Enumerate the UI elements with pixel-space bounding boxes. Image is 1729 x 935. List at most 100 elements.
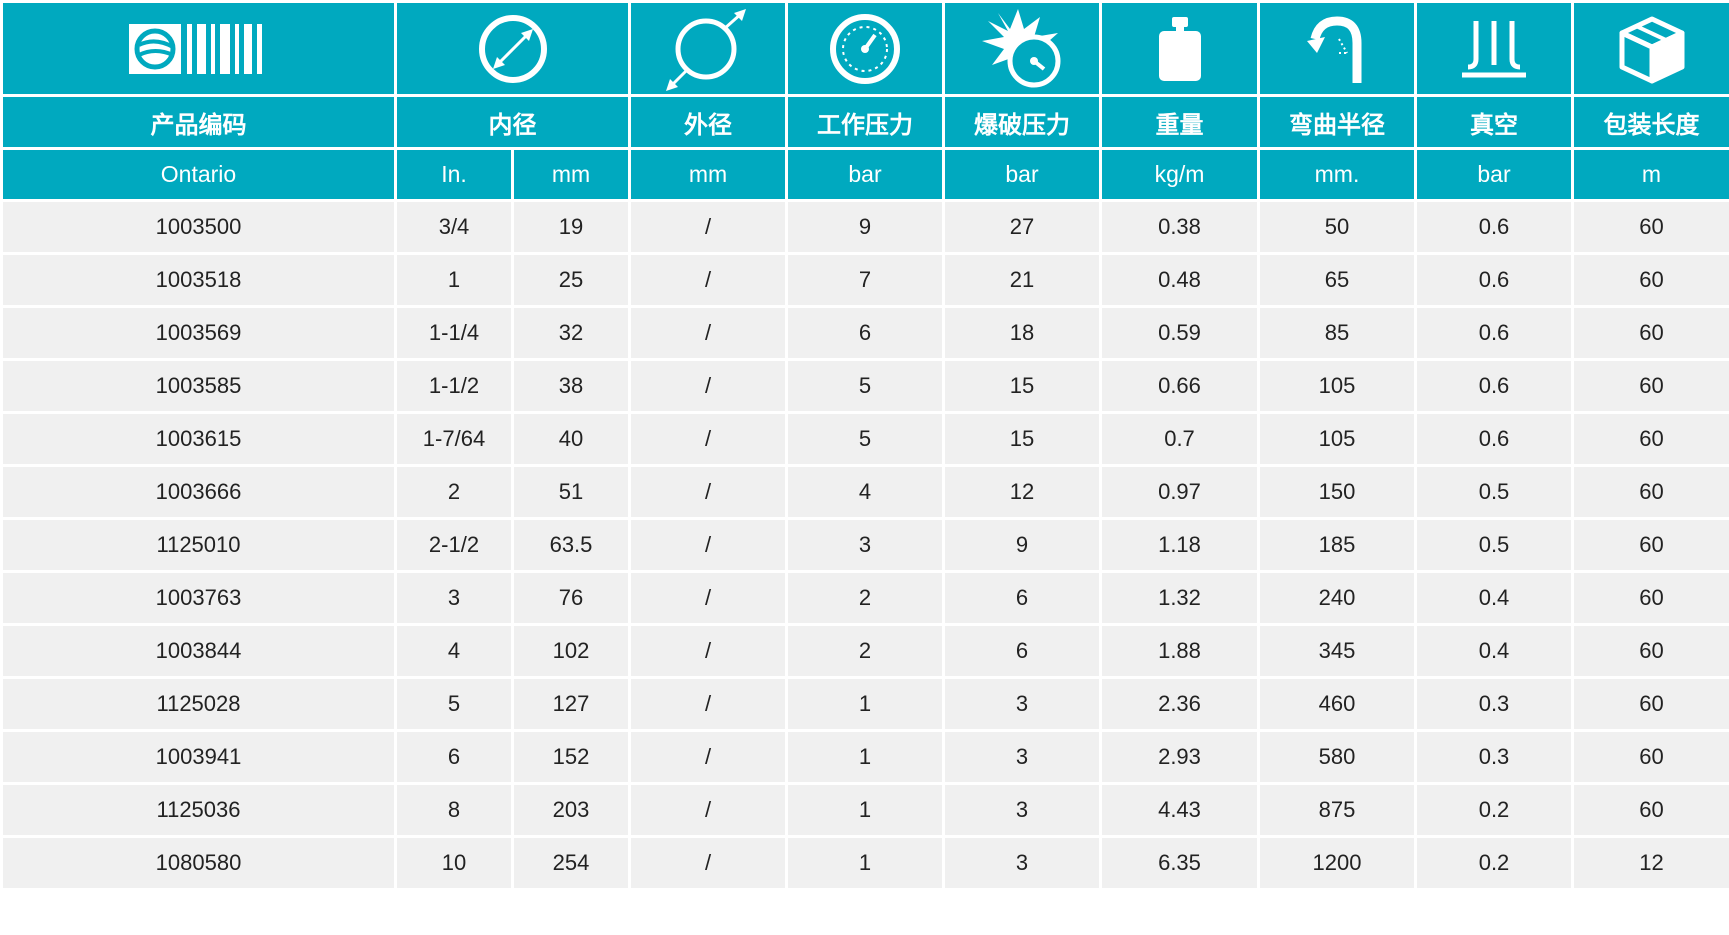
unit-inner-mm: mm	[511, 147, 631, 202]
cell-outer-mm: /	[628, 305, 788, 361]
table-row: 1003763 3 76/2 6 1.32 240 0.4 60	[0, 570, 1729, 626]
brand-logo-icon	[128, 23, 262, 74]
cell-bend-radius: 240	[1257, 570, 1417, 626]
cell-outer-mm: /	[628, 358, 788, 414]
cell-inner-in: 4	[394, 623, 514, 679]
cell-vacuum: 0.3	[1414, 676, 1574, 732]
table-row: 1003844 4 102/2 6 1.88 345 0.4 60	[0, 623, 1729, 679]
table-row: 1003666 2 51/4 12 0.97 150 0.5 60	[0, 464, 1729, 520]
cell-package-length: 60	[1571, 305, 1729, 361]
cell-outer-mm: /	[628, 517, 788, 573]
cell-outer-mm: /	[628, 729, 788, 785]
unit-inner-in: In.	[394, 147, 514, 202]
cell-burst-pressure: 12	[942, 464, 1102, 520]
cell-vacuum: 0.2	[1414, 835, 1574, 891]
working-pressure-icon-cell	[785, 0, 945, 97]
cell-working-pressure: 1	[785, 835, 945, 891]
cell-vacuum: 0.6	[1414, 358, 1574, 414]
unit-weight: kg/m	[1099, 147, 1260, 202]
unit-row: Ontario In. mm mm bar bar kg/m mm. bar m	[0, 147, 1729, 202]
cell-outer-mm: /	[628, 252, 788, 308]
cell-working-pressure: 1	[785, 729, 945, 785]
cell-vacuum: 0.6	[1414, 305, 1574, 361]
cell-vacuum: 0.6	[1414, 199, 1574, 255]
cell-package-length: 60	[1571, 199, 1729, 255]
cell-weight: 0.38	[1099, 199, 1260, 255]
unit-burst-pressure: bar	[942, 147, 1102, 202]
icon-row	[0, 0, 1729, 97]
header-vacuum: 真空	[1414, 94, 1574, 150]
cell-weight: 1.88	[1099, 623, 1260, 679]
cell-bend-radius: 105	[1257, 358, 1417, 414]
cell-code: 1003844	[0, 623, 397, 679]
cell-working-pressure: 5	[785, 358, 945, 414]
table-row: 1003615 1-7/64 40/5 15 0.7 105 0.6 60	[0, 411, 1729, 467]
cell-vacuum: 0.6	[1414, 252, 1574, 308]
pressure-gauge-icon	[830, 13, 900, 84]
unit-package-length: m	[1571, 147, 1729, 202]
cell-burst-pressure: 15	[942, 411, 1102, 467]
unit-bend-radius: mm.	[1257, 147, 1417, 202]
unit-outer-mm: mm	[628, 147, 788, 202]
bend-radius-icon-cell	[1257, 0, 1417, 97]
cell-inner-mm: 51	[511, 464, 631, 520]
cell-code: 1003569	[0, 305, 397, 361]
cell-vacuum: 0.2	[1414, 782, 1574, 838]
cell-inner-in: 1-1/2	[394, 358, 514, 414]
cell-weight: 0.59	[1099, 305, 1260, 361]
cell-code: 1003666	[0, 464, 397, 520]
cell-burst-pressure: 3	[942, 782, 1102, 838]
cell-outer-mm: /	[628, 411, 788, 467]
cell-code: 1003518	[0, 252, 397, 308]
cell-inner-in: 8	[394, 782, 514, 838]
unit-working-pressure: bar	[785, 147, 945, 202]
cell-weight: 0.7	[1099, 411, 1260, 467]
data-body: 1003500 3/4 19/9 27 0.38 50 0.6 60 1003518 1 25/7 2…	[0, 199, 1729, 891]
cell-inner-in: 6	[394, 729, 514, 785]
cell-inner-mm: 152	[511, 729, 631, 785]
cell-weight: 4.43	[1099, 782, 1260, 838]
cell-code: 1125010	[0, 517, 397, 573]
header-burst-pressure: 爆破压力	[942, 94, 1102, 150]
brand-logo-cell	[0, 0, 397, 97]
cell-inner-mm: 38	[511, 358, 631, 414]
cell-code: 1080580	[0, 835, 397, 891]
cell-working-pressure: 5	[785, 411, 945, 467]
cell-package-length: 60	[1571, 464, 1729, 520]
cell-package-length: 60	[1571, 676, 1729, 732]
cell-weight: 1.18	[1099, 517, 1260, 573]
cell-inner-mm: 32	[511, 305, 631, 361]
cell-burst-pressure: 3	[942, 729, 1102, 785]
cell-outer-mm: /	[628, 570, 788, 626]
cell-bend-radius: 105	[1257, 411, 1417, 467]
package-length-icon-cell	[1571, 0, 1729, 97]
cell-weight: 0.66	[1099, 358, 1260, 414]
cell-inner-in: 10	[394, 835, 514, 891]
cell-outer-mm: /	[628, 676, 788, 732]
cell-inner-mm: 127	[511, 676, 631, 732]
cell-inner-in: 1-1/4	[394, 305, 514, 361]
cell-package-length: 12	[1571, 835, 1729, 891]
cell-inner-mm: 63.5	[511, 517, 631, 573]
header-outer-diameter: 外径	[628, 94, 788, 150]
cell-inner-mm: 76	[511, 570, 631, 626]
cell-bend-radius: 85	[1257, 305, 1417, 361]
header-row: 产品编码 内径 外径 工作压力 爆破压力 重量 弯曲半径 真空 包装长度	[0, 94, 1729, 150]
cell-burst-pressure: 18	[942, 305, 1102, 361]
header-working-pressure: 工作压力	[785, 94, 945, 150]
burst-pressure-icon-cell	[942, 0, 1102, 97]
cell-inner-in: 3	[394, 570, 514, 626]
cell-package-length: 60	[1571, 623, 1729, 679]
cell-bend-radius: 50	[1257, 199, 1417, 255]
unit-code: Ontario	[0, 147, 397, 202]
cell-inner-in: 3/4	[394, 199, 514, 255]
burst-gauge-icon	[982, 8, 1061, 87]
inner-diameter-icon	[478, 14, 547, 83]
cell-working-pressure: 1	[785, 782, 945, 838]
weight-icon-cell	[1099, 0, 1260, 97]
hose-spec-table: 产品编码 内径 外径 工作压力 爆破压力 重量 弯曲半径 真空 包装长度 Ont…	[0, 0, 1729, 891]
cell-burst-pressure: 21	[942, 252, 1102, 308]
cell-bend-radius: 150	[1257, 464, 1417, 520]
weight-icon	[1158, 16, 1201, 81]
header-inner-diameter: 内径	[394, 94, 631, 150]
